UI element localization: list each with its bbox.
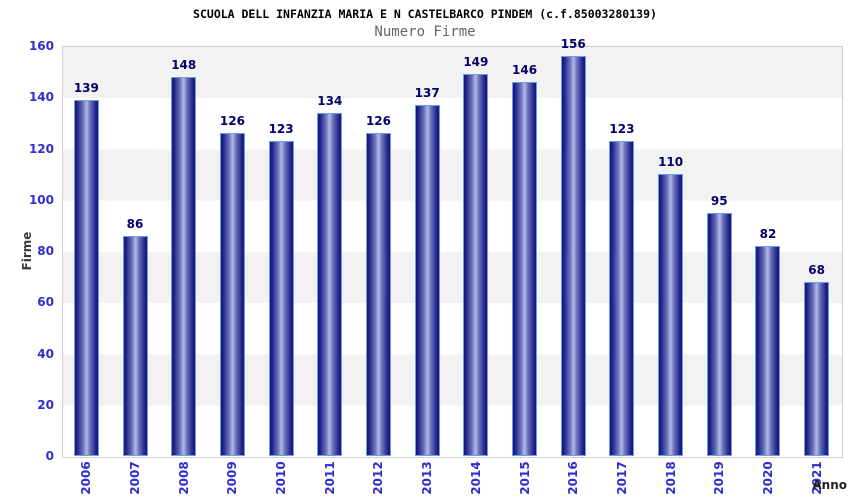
bar-value-label: 123 <box>609 121 635 136</box>
bar-value-label: 123 <box>268 121 294 136</box>
bar-2013 <box>414 104 440 456</box>
x-tick-label: 2017 <box>614 461 629 495</box>
bar-value-label: 134 <box>317 93 343 108</box>
x-tick-label: 2006 <box>79 461 94 495</box>
bar-value-label: 95 <box>710 193 728 208</box>
x-tick-label: 2008 <box>176 461 191 495</box>
bar-value-label: 68 <box>808 262 825 277</box>
x-tick-label: 2014 <box>468 461 483 495</box>
x-tick-label: 2009 <box>225 461 240 495</box>
bar-value-label: 110 <box>658 155 684 170</box>
y-tick-label: 160 <box>28 39 54 53</box>
bar-2016 <box>560 56 586 456</box>
x-tick-label: 2020 <box>760 461 775 495</box>
y-axis-title: Firme <box>20 231 34 271</box>
bar-2007 <box>122 235 148 456</box>
bar-value-label: 137 <box>414 85 440 100</box>
bar-2021 <box>804 281 830 456</box>
chart-title: SCUOLA DELL INFANZIA MARIA E N CASTELBAR… <box>193 7 657 21</box>
x-tick-label: 2011 <box>322 461 337 495</box>
bar-2019 <box>706 212 732 456</box>
bar-2012 <box>365 133 391 456</box>
bar-2015 <box>512 81 538 456</box>
bar-2017 <box>609 140 635 456</box>
y-tick-label: 120 <box>28 141 54 156</box>
bar-2014 <box>463 74 489 456</box>
y-tick-label: 40 <box>37 346 54 361</box>
bar-2020 <box>755 245 781 456</box>
bar-value-label: 86 <box>126 216 144 231</box>
x-tick-label: 2012 <box>371 461 386 495</box>
x-tick-label: 2016 <box>566 461 581 495</box>
bar-value-label: 149 <box>463 55 489 70</box>
x-tick-label: 2010 <box>274 461 289 495</box>
bar-value-label: 146 <box>512 62 538 77</box>
bar-2010 <box>268 140 294 456</box>
bar-value-label: 148 <box>171 57 197 72</box>
y-tick-label: 60 <box>37 295 54 310</box>
x-tick-label: 2018 <box>663 461 678 495</box>
bar-value-label: 82 <box>759 226 777 241</box>
x-tick-label: 2019 <box>712 461 727 495</box>
bar-2018 <box>658 174 684 456</box>
bar-2008 <box>171 76 197 456</box>
y-tick-label: 140 <box>28 90 54 105</box>
y-tick-label: 0 <box>45 449 54 463</box>
bar-value-label: 126 <box>219 114 245 129</box>
bar-value-label: 126 <box>365 114 391 129</box>
x-axis-title: Anno <box>812 478 847 492</box>
x-tick-label: 2013 <box>420 461 435 495</box>
chart-subtitle: Numero Firme <box>374 24 476 40</box>
bar-2011 <box>317 112 343 456</box>
bar-2006 <box>73 99 99 456</box>
y-tick-label: 20 <box>37 397 54 412</box>
bar-value-label: 139 <box>73 80 99 95</box>
y-tick-label: 100 <box>28 192 54 207</box>
x-tick-label: 2007 <box>128 461 143 495</box>
bar-value-label: 156 <box>560 37 586 52</box>
x-tick-label: 2015 <box>517 461 532 495</box>
bar-2009 <box>219 133 245 456</box>
y-tick-label: 80 <box>37 244 54 258</box>
